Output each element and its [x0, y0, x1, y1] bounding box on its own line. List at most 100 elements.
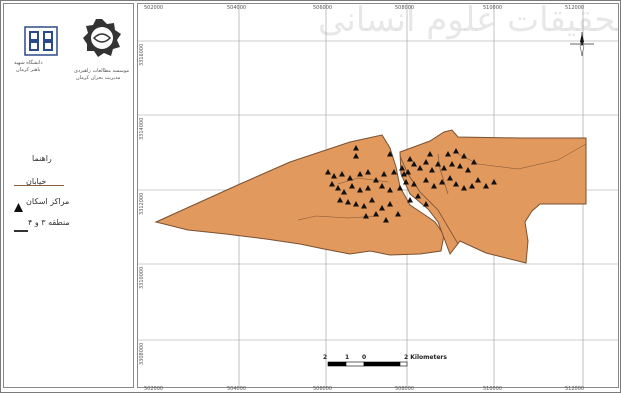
x-tick-label-bottom: 512000 [565, 386, 585, 392]
settlement-center-marker [401, 171, 407, 177]
settlement-center-marker [397, 185, 403, 191]
settlement-center-marker [373, 211, 379, 217]
settlement-center-marker [395, 211, 401, 217]
scale-label-2: 0 [362, 354, 366, 361]
settlement-center-marker [349, 183, 355, 189]
settlement-center-marker [331, 173, 337, 179]
legend-title: راهنما [32, 154, 52, 163]
institute-caption-1: موسسه مطالعات راهبردی [74, 68, 130, 74]
x-tick-label-bottom: 508000 [395, 386, 415, 392]
settlement-center-marker [423, 177, 429, 183]
settlement-center-marker [423, 159, 429, 165]
settlement-center-marker [325, 169, 331, 175]
y-tick-label: 3308000 [139, 342, 145, 365]
settlement-center-marker [439, 179, 445, 185]
institute-logo-icon [83, 19, 121, 57]
settlement-center-marker [365, 169, 371, 175]
y-tick-label: 3316000 [139, 43, 145, 66]
x-tick-label-bottom: 504000 [227, 386, 247, 392]
settlement-center-marker [357, 187, 363, 193]
x-tick-label-top: 502000 [144, 5, 164, 11]
settlement-center-marker [411, 181, 417, 187]
settlement-center-marker [353, 201, 359, 207]
settlement-center-marker [363, 213, 369, 219]
settlement-center-marker [379, 205, 385, 211]
settlement-center-marker [435, 161, 441, 167]
legend-streets-line [14, 185, 64, 186]
x-tick-label-bottom: 502000 [144, 386, 164, 392]
settlement-center-marker [475, 177, 481, 183]
settlement-center-marker [345, 199, 351, 205]
scale-labels: 2 1 0 2 Kilometers [323, 354, 447, 361]
scale-label-3: 2 Kilometers [404, 354, 447, 361]
legend-panel: دانشگاه شهید باهنر کرمان موسسه مطالعات ر… [3, 3, 134, 388]
settlement-center-marker [453, 148, 459, 154]
university-caption-2: باهنر کرمان [16, 67, 41, 73]
y-tick-label: 3314000 [139, 117, 145, 140]
x-tick-label-top: 504000 [227, 5, 247, 11]
legend-zones-swatch [14, 230, 28, 232]
settlement-center-marker [405, 169, 411, 175]
x-tick-label-top: 510000 [483, 5, 503, 11]
map-canvas: 2 1 0 2 Kilometers [138, 4, 618, 387]
settlement-center-marker [387, 151, 393, 157]
settlement-center-marker [353, 145, 359, 151]
x-tick-label-bottom: 510000 [483, 386, 503, 392]
settlement-center-marker [379, 183, 385, 189]
x-tick-label-top: 508000 [395, 5, 415, 11]
settlement-center-marker [483, 183, 489, 189]
scale-label-0: 2 [323, 354, 327, 361]
university-logo-icon [24, 26, 58, 56]
settlement-center-marker [347, 175, 353, 181]
study-area-polygon [154, 129, 587, 264]
settlement-center-marker [339, 171, 345, 177]
settlement-center-marker [445, 151, 451, 157]
institute-caption-2: مدیریت بحران کرمان [76, 75, 121, 81]
settlement-centers-layer [325, 145, 497, 223]
settlement-center-marker [429, 167, 435, 173]
settlement-center-marker [441, 165, 447, 171]
watermark-text: مرکز تحقیقات علوم انسانی [318, 3, 619, 40]
triangle-icon [14, 203, 23, 212]
settlement-center-marker [353, 153, 359, 159]
settlement-center-marker [427, 151, 433, 157]
settlement-center-marker [449, 161, 455, 167]
settlement-center-marker [369, 197, 375, 203]
x-tick-label-top: 512000 [565, 5, 585, 11]
settlement-center-marker [383, 217, 389, 223]
settlement-center-marker [365, 185, 371, 191]
scale-label-1: 1 [345, 354, 349, 361]
settlement-center-marker [387, 201, 393, 207]
settlement-center-marker [411, 161, 417, 167]
settlement-center-marker [407, 197, 413, 203]
settlement-center-marker [361, 203, 367, 209]
x-tick-label-top: 506000 [313, 5, 333, 11]
settlement-center-marker [453, 181, 459, 187]
legend-streets-label: خیابان [26, 177, 47, 186]
settlement-center-marker [465, 167, 471, 173]
legend-centers-label: مراکز اسکان [26, 197, 70, 206]
settlement-center-marker [399, 165, 405, 171]
settlement-center-marker [471, 159, 477, 165]
scale-bar [327, 361, 408, 367]
settlement-center-marker [417, 165, 423, 171]
settlement-center-marker [391, 169, 397, 175]
settlement-center-marker [461, 185, 467, 191]
settlement-center-marker [431, 183, 437, 189]
y-tick-label: 3312000 [139, 192, 145, 215]
settlement-center-marker [337, 197, 343, 203]
settlement-center-marker [457, 163, 463, 169]
x-tick-label-bottom: 506000 [313, 386, 333, 392]
map-panel: مرکز تحقیقات علوم انسانی 2 1 0 2 Kilomet… [137, 3, 619, 388]
settlement-center-marker [387, 187, 393, 193]
settlement-center-marker [423, 201, 429, 207]
settlement-center-marker [491, 179, 497, 185]
legend-zones-label: منطقه ۳ و ۴ [28, 218, 70, 227]
settlement-center-marker [461, 153, 467, 159]
north-arrow-icon [570, 32, 594, 56]
settlement-center-marker [447, 175, 453, 181]
settlement-center-marker [381, 171, 387, 177]
y-tick-label: 3310000 [139, 266, 145, 289]
settlement-center-marker [357, 171, 363, 177]
settlement-center-marker [373, 177, 379, 183]
